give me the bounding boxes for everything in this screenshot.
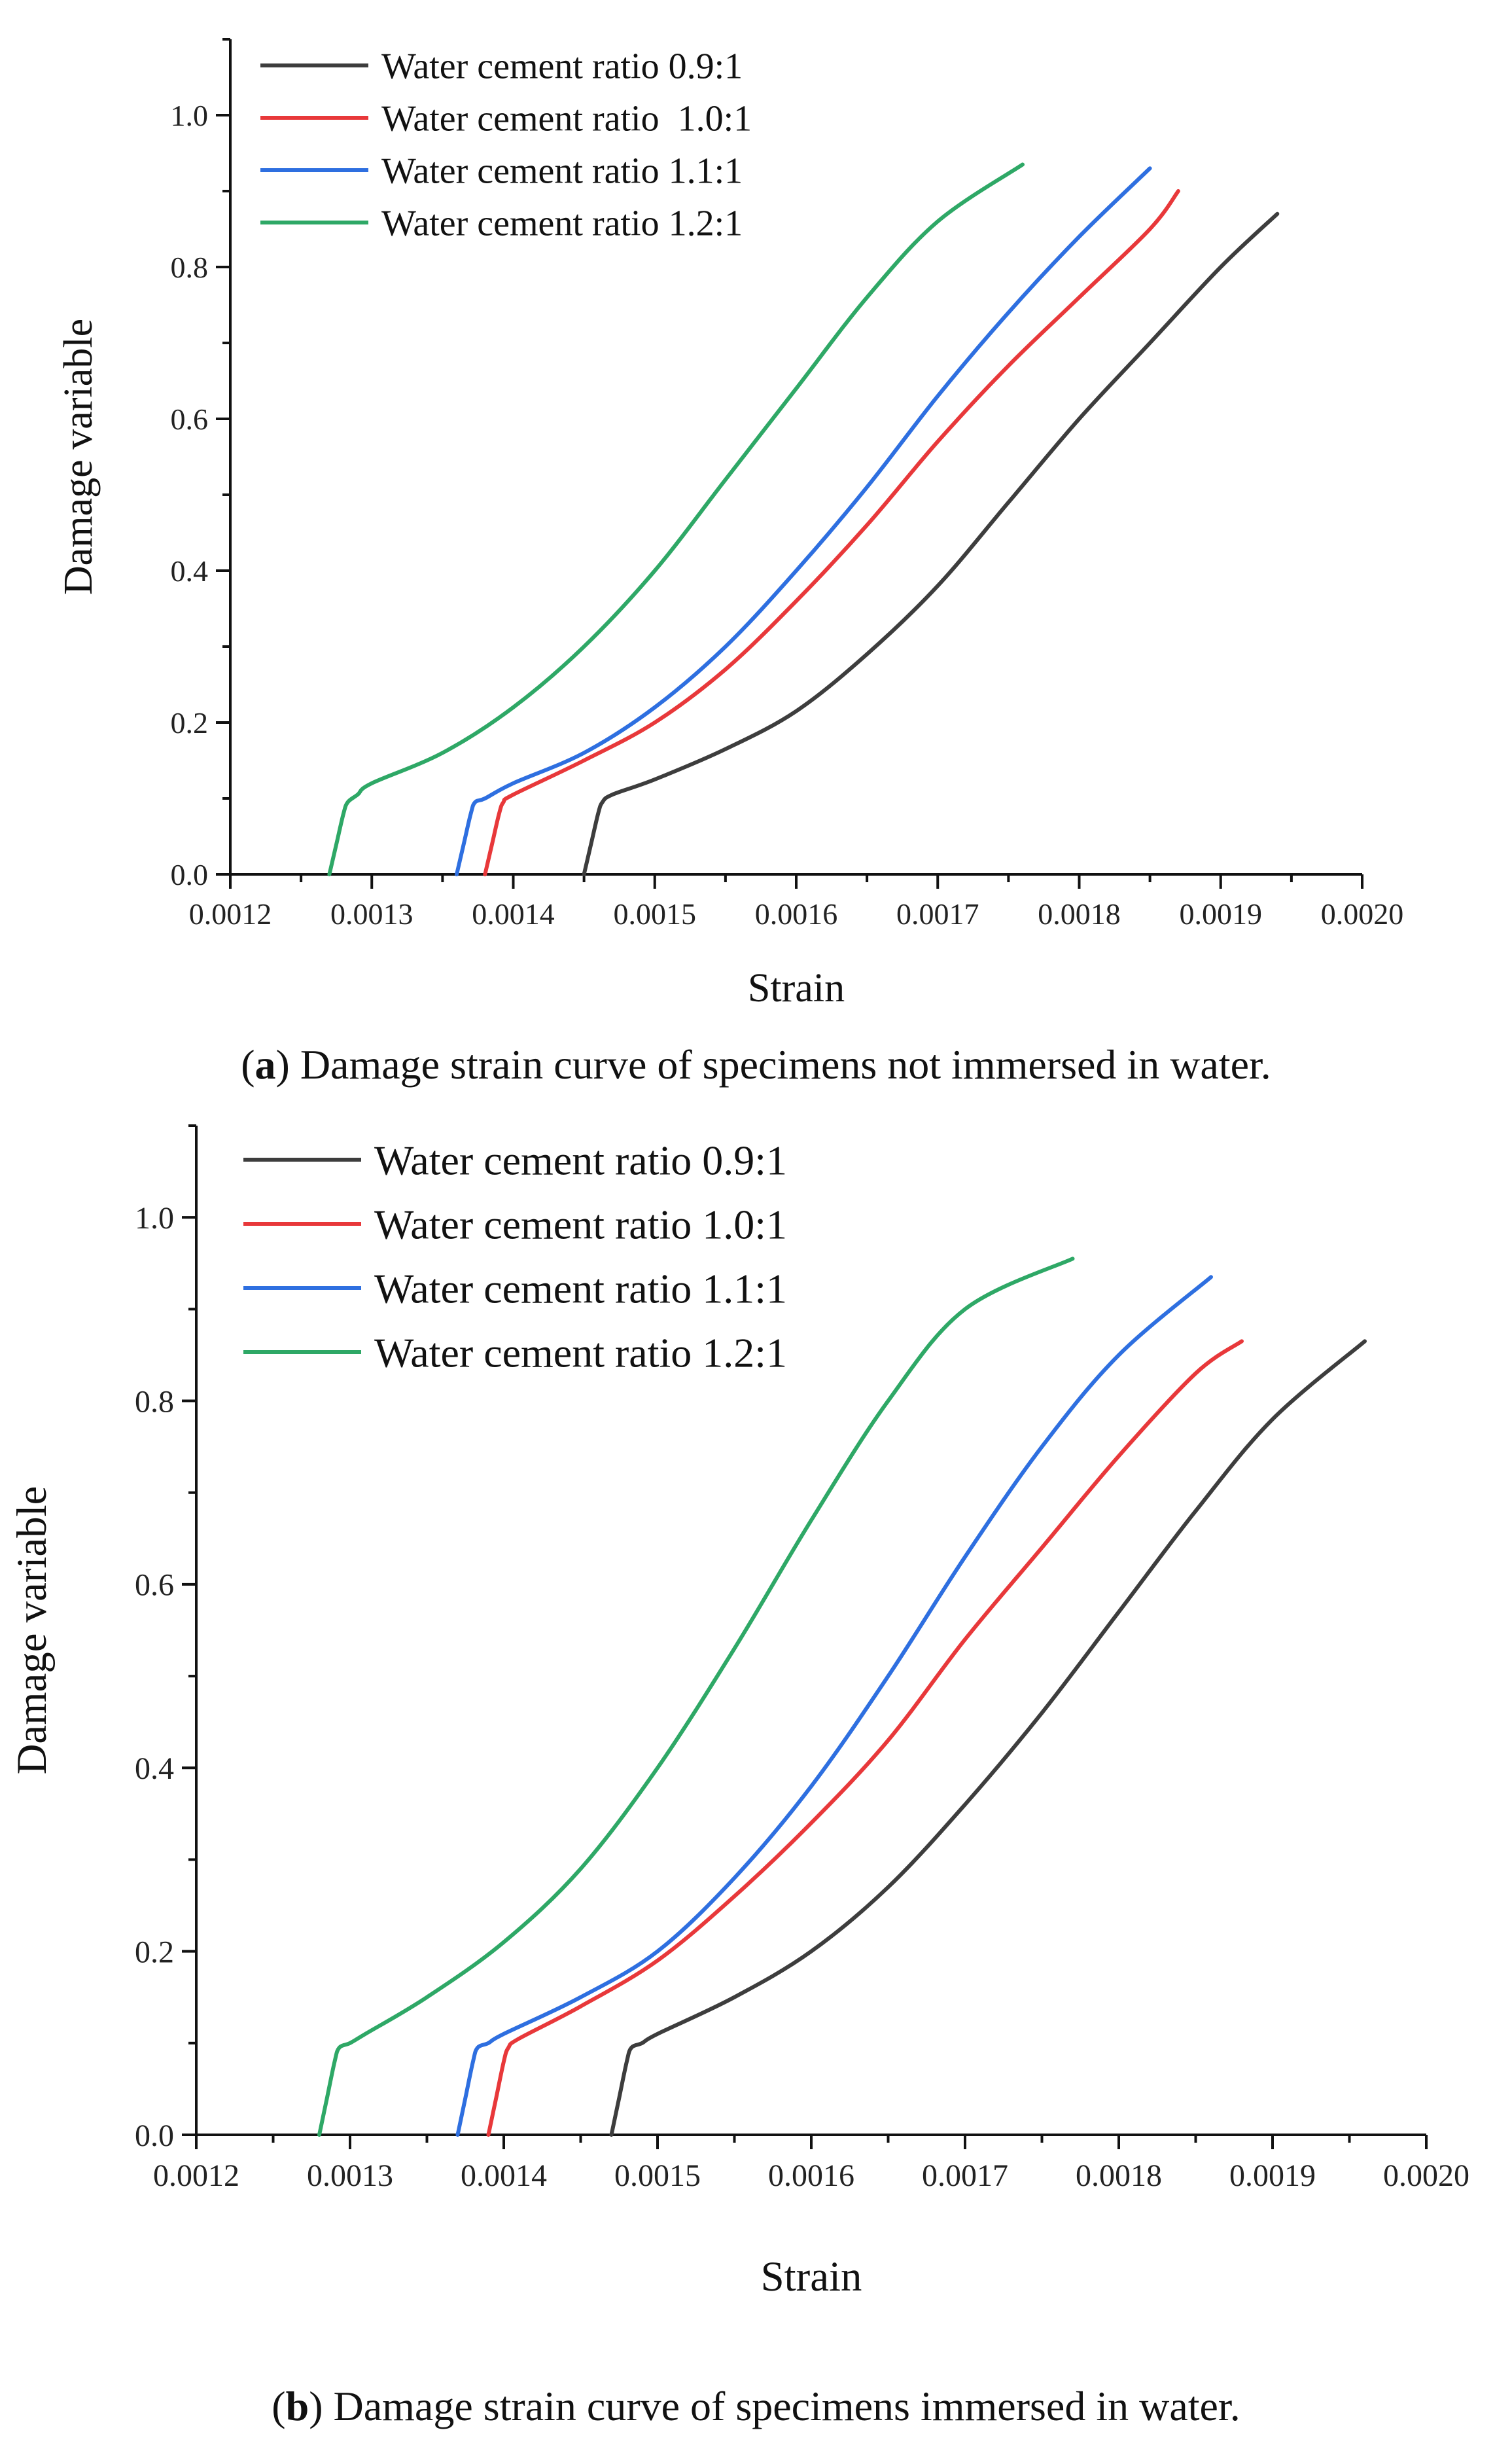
caption-b-text: Damage strain curve of specimens immerse… xyxy=(333,2383,1240,2429)
y-tick-label: 0.2 xyxy=(171,706,209,740)
x-tick-label: 0.0016 xyxy=(755,897,838,931)
x-tick-label: 0.0018 xyxy=(1076,2158,1162,2193)
series-line-1 xyxy=(483,189,1180,876)
y-tick-label: 0.8 xyxy=(171,251,209,284)
y-tick-label: 0.4 xyxy=(171,554,209,588)
x-tick-label: 0.0012 xyxy=(189,897,272,931)
legend-label-3: Water cement ratio 1.2:1 xyxy=(381,204,743,244)
x-tick-label: 0.0015 xyxy=(614,2158,701,2193)
x-tick-label: 0.0018 xyxy=(1038,897,1121,931)
x-tick-label: 0.0019 xyxy=(1180,897,1263,931)
y-tick-label: 0.6 xyxy=(135,1568,174,1603)
x-tick-label: 0.0014 xyxy=(472,897,555,931)
legend-label-1: Water cement ratio 1.0:1 xyxy=(374,1201,787,1247)
x-tick-label: 0.0014 xyxy=(461,2158,547,2193)
legend-label-0: Water cement ratio 0.9:1 xyxy=(374,1137,787,1183)
x-tick-label: 0.0016 xyxy=(768,2158,854,2193)
series-line-3 xyxy=(327,162,1025,876)
x-tick-label: 0.0019 xyxy=(1229,2158,1316,2193)
caption-a-text: Damage strain curve of specimens not imm… xyxy=(300,1041,1271,1088)
legend-label-1: Water cement ratio 1.0:1 xyxy=(381,99,752,139)
x-tick-label: 0.0013 xyxy=(330,897,413,931)
y-axis-title: Damage variable xyxy=(56,319,101,595)
x-tick-label: 0.0013 xyxy=(307,2158,393,2193)
x-tick-label: 0.0017 xyxy=(922,2158,1008,2193)
y-tick-label: 0.2 xyxy=(135,1935,174,1969)
x-tick-label: 0.0017 xyxy=(896,897,979,931)
series-line-0 xyxy=(582,211,1280,876)
panel-a-chart: 0.0012 0.0013 0.0014 0.0015 0.0016 0.0017 0.00… xyxy=(56,38,1404,1010)
caption-b: (b) Damage strain curve of specimens imm… xyxy=(272,2383,1240,2429)
caption-b-letter: b xyxy=(285,2383,309,2429)
series-line-3 xyxy=(317,1257,1075,2137)
x-tick-label: 0.0020 xyxy=(1383,2158,1469,2193)
legend-label-2: Water cement ratio 1.1:1 xyxy=(381,151,743,192)
caption-a: (a) Damage strain curve of specimens not… xyxy=(241,1041,1271,1088)
series-line-1 xyxy=(486,1339,1244,2137)
legend-label-3: Water cement ratio 1.2:1 xyxy=(374,1329,787,1376)
series-line-2 xyxy=(455,166,1152,876)
legend-label-2: Water cement ratio 1.1:1 xyxy=(374,1265,787,1312)
y-tick-label: 0.0 xyxy=(135,2118,174,2153)
series-line-2 xyxy=(455,1275,1213,2137)
y-tick-label: 1.0 xyxy=(135,1201,174,1236)
y-axis-title: Damage variable xyxy=(9,1486,56,1775)
x-tick-label: 0.0015 xyxy=(614,897,697,931)
y-tick-label: 0.4 xyxy=(135,1751,174,1786)
y-tick-label: 1.0 xyxy=(171,99,209,132)
x-axis-title: Strain xyxy=(761,2253,862,2300)
y-tick-label: 0.6 xyxy=(171,402,209,436)
x-axis-title: Strain xyxy=(748,966,845,1010)
x-tick-label: 0.0012 xyxy=(153,2158,239,2193)
x-tick-label: 0.0020 xyxy=(1321,897,1404,931)
caption-a-letter: a xyxy=(255,1041,276,1088)
panel-b-chart: 0.0012 0.0013 0.0014 0.0015 0.0016 0.0017 0.00… xyxy=(9,1124,1469,2300)
series-line-0 xyxy=(609,1339,1367,2137)
y-tick-label: 0.0 xyxy=(171,858,209,891)
legend-label-0: Water cement ratio 0.9:1 xyxy=(381,46,743,87)
y-tick-label: 0.8 xyxy=(135,1384,174,1419)
